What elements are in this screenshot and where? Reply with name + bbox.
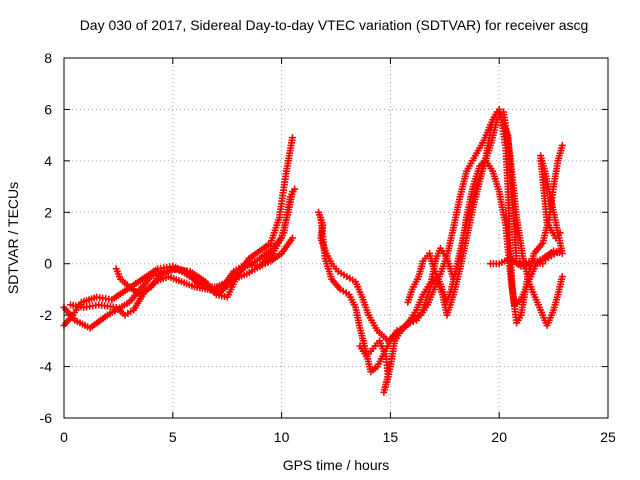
data-point — [288, 134, 296, 142]
y-axis-label: SDTVAR / TECUs — [5, 182, 21, 294]
data-point — [556, 229, 564, 237]
y-tick-label: -4 — [40, 359, 53, 375]
y-tick-label: 2 — [44, 204, 52, 220]
y-tick-label: -2 — [40, 307, 53, 323]
y-tick-labels: -6 -4 -2 0 2 4 6 8 — [40, 50, 53, 426]
data-points — [60, 105, 566, 396]
data-point — [558, 273, 566, 281]
x-tick-label: 25 — [600, 429, 616, 445]
x-tick-label: 15 — [383, 429, 399, 445]
gridlines — [64, 58, 608, 418]
y-tick-label: 6 — [44, 101, 52, 117]
y-tick-label: 0 — [44, 256, 52, 272]
x-tick-label: 10 — [274, 429, 290, 445]
data-point — [558, 141, 566, 149]
data-point — [291, 185, 299, 193]
x-tick-label: 20 — [491, 429, 507, 445]
data-point — [288, 234, 296, 242]
x-axis-label: GPS time / hours — [283, 457, 390, 473]
chart-title: Day 030 of 2017, Sidereal Day-to-day VTE… — [80, 17, 589, 33]
y-tick-label: -6 — [40, 410, 53, 426]
x-tick-label: 5 — [169, 429, 177, 445]
x-tick-label: 0 — [60, 429, 68, 445]
axis-ticks — [63, 57, 609, 419]
y-tick-label: 4 — [44, 153, 52, 169]
plot-frame — [63, 57, 609, 419]
x-tick-labels: 0 5 10 15 20 25 — [60, 429, 616, 445]
y-tick-label: 8 — [44, 50, 52, 66]
